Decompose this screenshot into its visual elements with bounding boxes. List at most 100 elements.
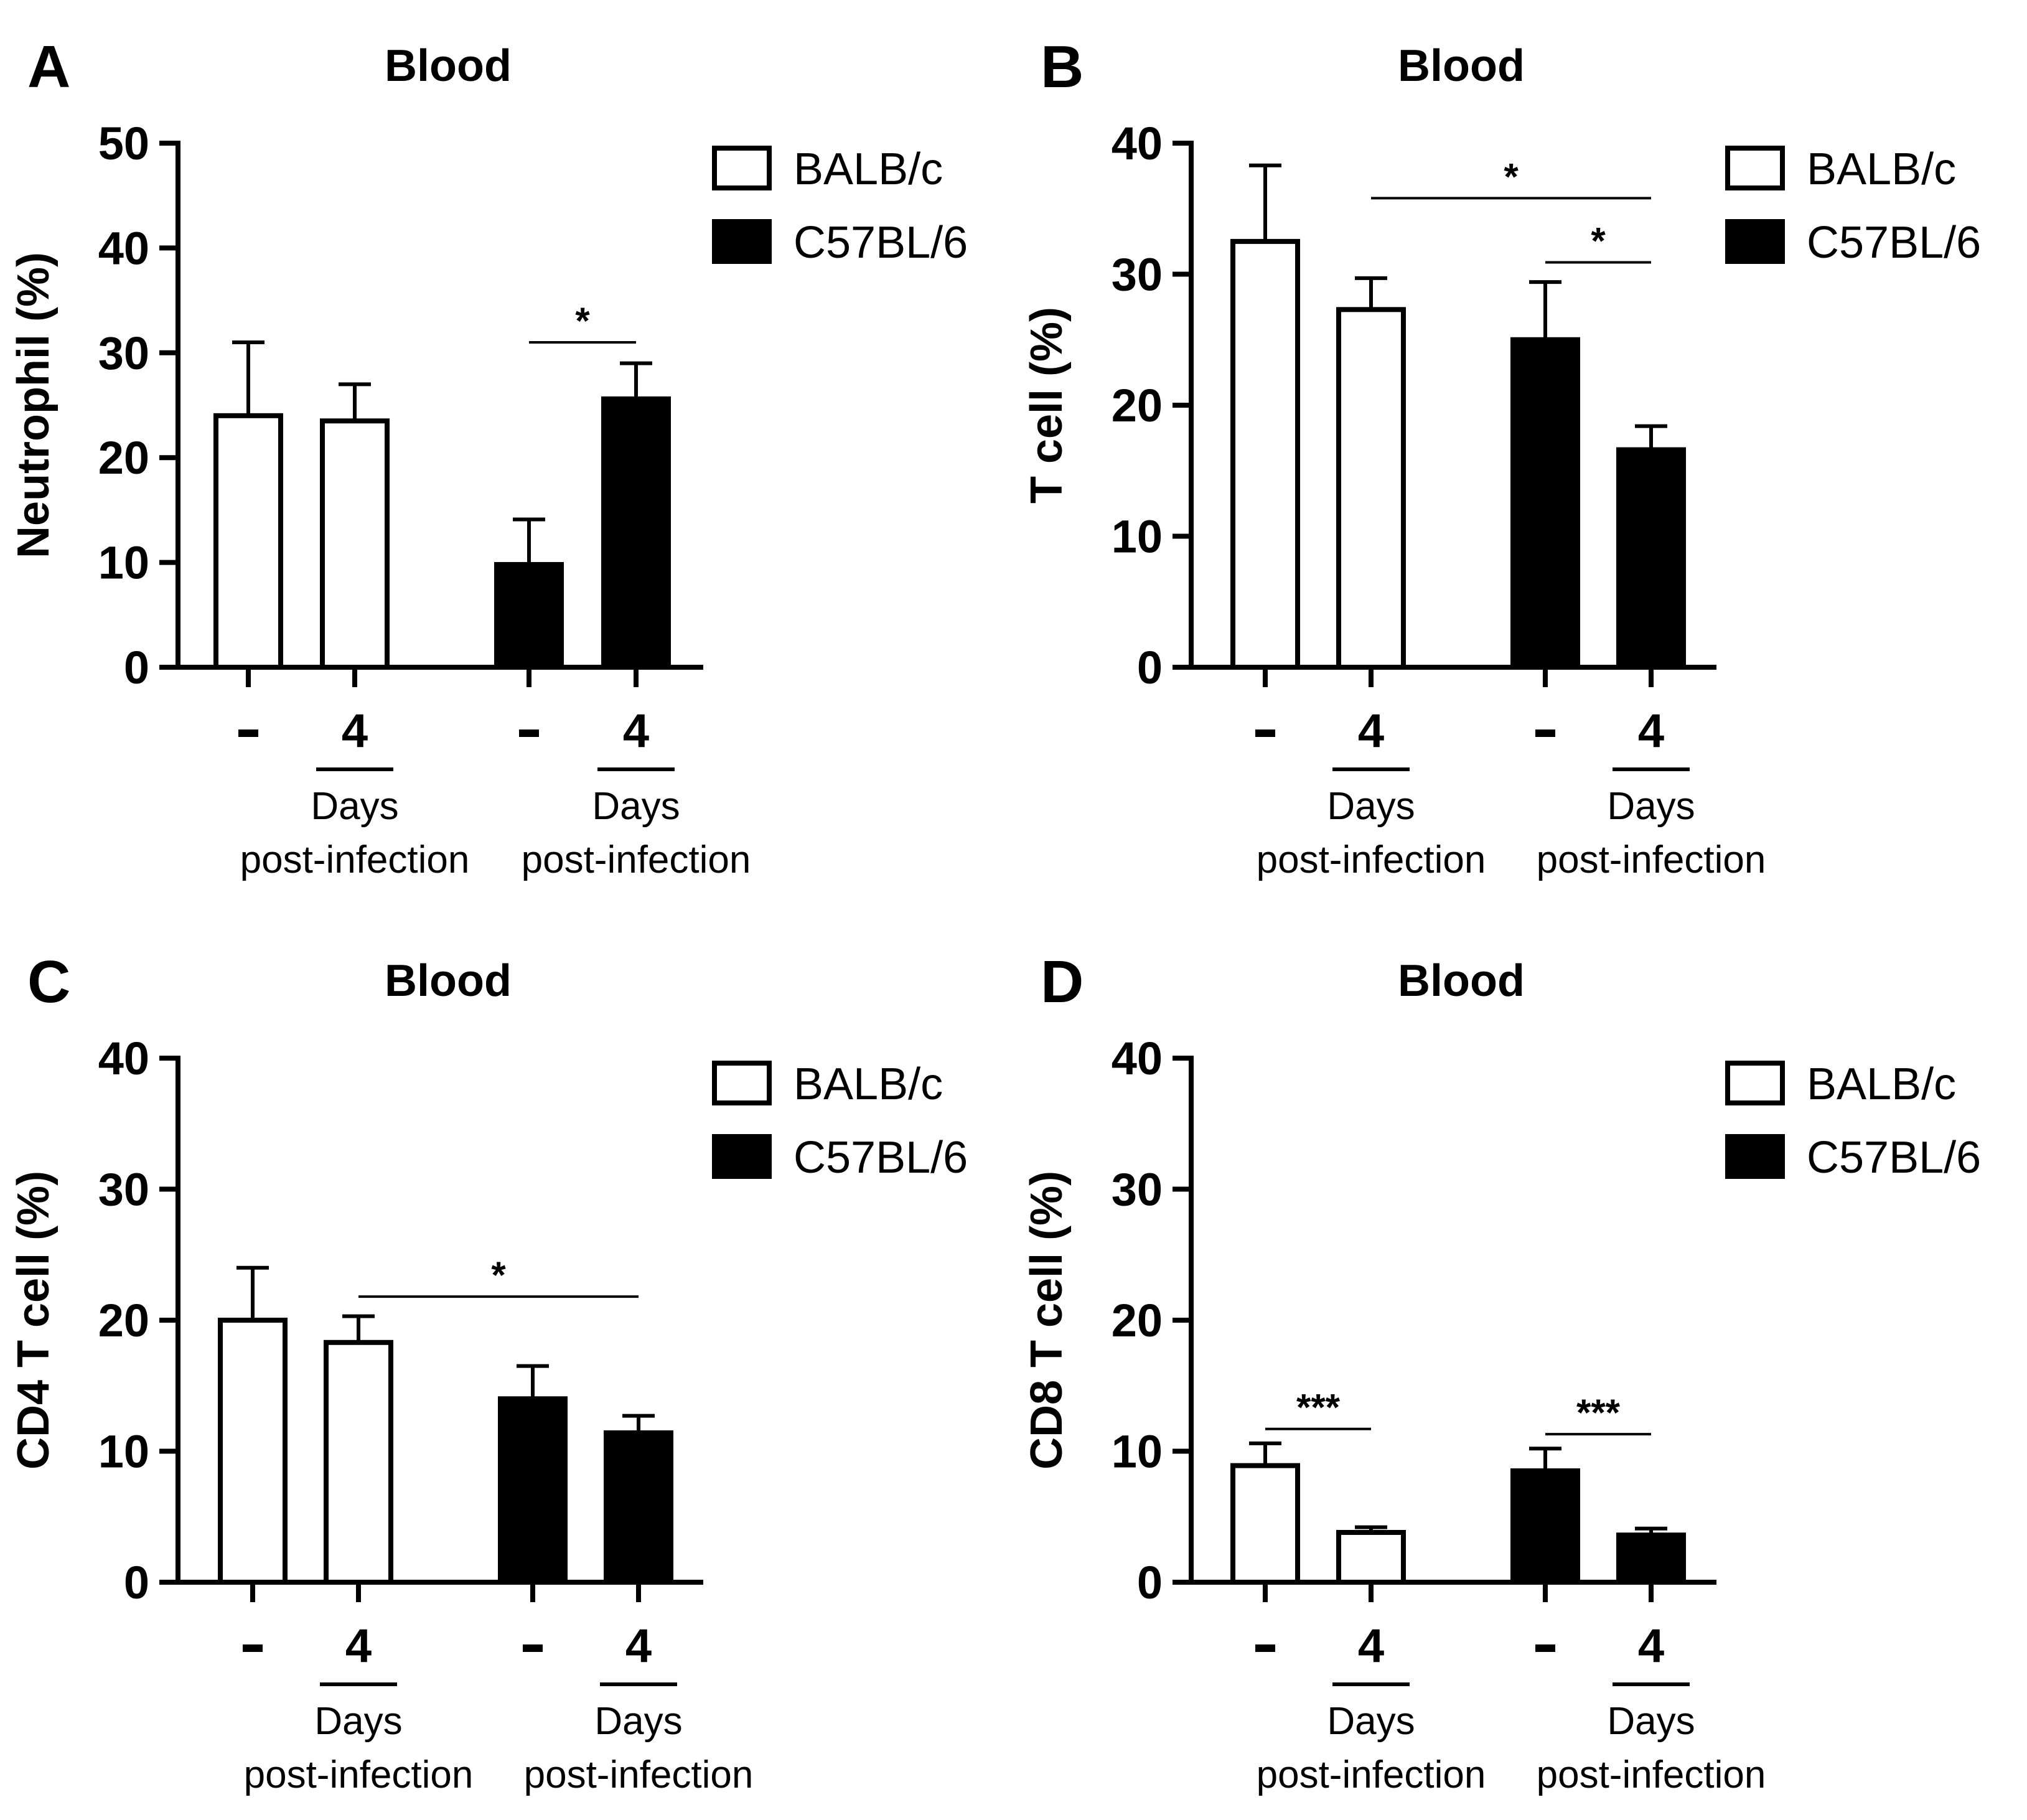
post-infection-label: post-infection bbox=[1257, 838, 1486, 881]
panel-title: Blood bbox=[1398, 956, 1525, 1006]
legend-swatch-balbc bbox=[1725, 146, 1785, 190]
significance-marker: * bbox=[575, 300, 590, 342]
legend-swatch-balbc bbox=[1725, 1061, 1785, 1105]
bar-balbc bbox=[320, 418, 390, 670]
bar-balbc bbox=[1230, 1463, 1300, 1585]
significance-marker: * bbox=[491, 1254, 506, 1296]
y-tick-label: 40 bbox=[98, 1033, 149, 1084]
days-label: Days bbox=[314, 1700, 402, 1743]
y-tick-label: 0 bbox=[124, 1557, 149, 1608]
category-label: 4 bbox=[625, 1620, 652, 1672]
y-tick-label: 30 bbox=[98, 1164, 149, 1216]
category-label: 4 bbox=[1358, 1620, 1384, 1672]
post-infection-label: post-infection bbox=[1257, 1753, 1486, 1796]
significance-marker: *** bbox=[1296, 1387, 1341, 1428]
days-label: Days bbox=[1607, 1700, 1695, 1743]
y-tick-label: 20 bbox=[1112, 1295, 1163, 1346]
post-infection-label: post-infection bbox=[1537, 1753, 1766, 1796]
post-infection-label: post-infection bbox=[240, 838, 470, 881]
y-tick-label: 40 bbox=[1112, 118, 1163, 169]
y-tick-label: 40 bbox=[1112, 1033, 1163, 1084]
bar-balbc bbox=[218, 1318, 288, 1585]
post-infection-label: post-infection bbox=[524, 1753, 754, 1796]
category-label: 4 bbox=[623, 705, 649, 758]
panel-title: Blood bbox=[1398, 41, 1525, 91]
legend-label: C57BL/6 bbox=[793, 218, 968, 268]
y-tick-label: 10 bbox=[98, 1426, 149, 1478]
y-axis-label: Neutrophil (%) bbox=[9, 252, 59, 558]
y-tick-label: 10 bbox=[1112, 1426, 1163, 1478]
legend-label: BALB/c bbox=[793, 1059, 943, 1109]
bar-c57bl6 bbox=[601, 396, 671, 670]
post-infection-label: post-infection bbox=[1537, 838, 1766, 881]
legend-swatch-c57bl6 bbox=[712, 1134, 772, 1179]
bar-balbc bbox=[1230, 238, 1300, 670]
panel-title: Blood bbox=[385, 956, 512, 1006]
bar-c57bl6 bbox=[494, 561, 564, 670]
bar-balbc bbox=[1336, 1530, 1406, 1585]
y-tick-label: 10 bbox=[1112, 511, 1163, 563]
legend-swatch-balbc bbox=[712, 146, 772, 190]
panel-letter: D bbox=[1041, 949, 1084, 1015]
y-axis-label: T cell (%) bbox=[1022, 307, 1072, 504]
panel-title: Blood bbox=[385, 41, 512, 91]
significance-marker: * bbox=[1591, 220, 1606, 262]
legend-label: BALB/c bbox=[1807, 144, 1956, 194]
bar-c57bl6 bbox=[498, 1396, 568, 1585]
y-tick-label: 50 bbox=[98, 118, 149, 169]
y-tick-label: 30 bbox=[1112, 249, 1163, 301]
y-tick-label: 10 bbox=[98, 537, 149, 589]
panel-a: A Blood Neutrophil (%) 0 10 20 30 40 50 4 Days post… bbox=[9, 34, 968, 881]
bar-c57bl6 bbox=[1616, 447, 1686, 670]
y-tick-label: 20 bbox=[98, 432, 149, 484]
legend-label: C57BL/6 bbox=[1807, 1133, 1981, 1183]
significance-marker: * bbox=[1504, 156, 1519, 197]
days-label: Days bbox=[311, 785, 398, 828]
panel-c: C Blood CD4 T cell (%) 0 10 20 30 40 4 Days post-i… bbox=[9, 949, 968, 1796]
legend-label: BALB/c bbox=[793, 144, 943, 194]
bar-balbc bbox=[213, 413, 283, 670]
legend-swatch-c57bl6 bbox=[1725, 1134, 1785, 1179]
post-infection-label: post-infection bbox=[522, 838, 751, 881]
legend-label: C57BL/6 bbox=[1807, 218, 1981, 268]
legend-swatch-c57bl6 bbox=[712, 219, 772, 264]
significance-marker: *** bbox=[1576, 1392, 1621, 1433]
bar-balbc bbox=[324, 1339, 393, 1585]
days-label: Days bbox=[1327, 785, 1415, 828]
legend-label: C57BL/6 bbox=[793, 1133, 968, 1183]
panel-letter: B bbox=[1041, 34, 1084, 100]
y-tick-label: 0 bbox=[1137, 642, 1163, 693]
y-tick-label: 30 bbox=[1112, 1164, 1163, 1216]
bar-c57bl6 bbox=[1510, 337, 1580, 670]
category-label: 4 bbox=[342, 705, 368, 758]
category-label: 4 bbox=[1638, 705, 1664, 758]
bar-c57bl6 bbox=[1616, 1532, 1686, 1585]
bar-c57bl6 bbox=[604, 1430, 673, 1585]
y-tick-label: 30 bbox=[98, 327, 149, 379]
panel-letter: A bbox=[27, 34, 70, 100]
post-infection-label: post-infection bbox=[244, 1753, 474, 1796]
days-label: Days bbox=[1607, 785, 1695, 828]
days-label: Days bbox=[1327, 1700, 1415, 1743]
y-tick-label: 40 bbox=[98, 222, 149, 274]
category-label: 4 bbox=[345, 1620, 372, 1672]
legend-swatch-c57bl6 bbox=[1725, 219, 1785, 264]
legend-label: BALB/c bbox=[1807, 1059, 1956, 1109]
y-axis-label: CD4 T cell (%) bbox=[9, 1171, 59, 1470]
y-tick-label: 20 bbox=[98, 1295, 149, 1346]
y-tick-label: 0 bbox=[1137, 1557, 1163, 1608]
legend-swatch-balbc bbox=[712, 1061, 772, 1105]
bar-c57bl6 bbox=[1510, 1468, 1580, 1585]
days-label: Days bbox=[592, 785, 680, 828]
bar-balbc bbox=[1336, 307, 1406, 670]
y-tick-label: 20 bbox=[1112, 380, 1163, 431]
category-label: 4 bbox=[1638, 1620, 1664, 1672]
panel-b: B Blood T cell (%) 0 10 20 30 40 4 Days post-infec… bbox=[1022, 34, 1981, 881]
panel-letter: C bbox=[27, 949, 70, 1015]
y-tick-label: 0 bbox=[124, 642, 149, 693]
category-label: 4 bbox=[1358, 705, 1384, 758]
days-label: Days bbox=[594, 1700, 682, 1743]
panel-d: D Blood CD8 T cell (%) 0 10 20 30 40 4 Days post-i… bbox=[1022, 949, 1981, 1796]
y-axis-label: CD8 T cell (%) bbox=[1022, 1171, 1072, 1470]
